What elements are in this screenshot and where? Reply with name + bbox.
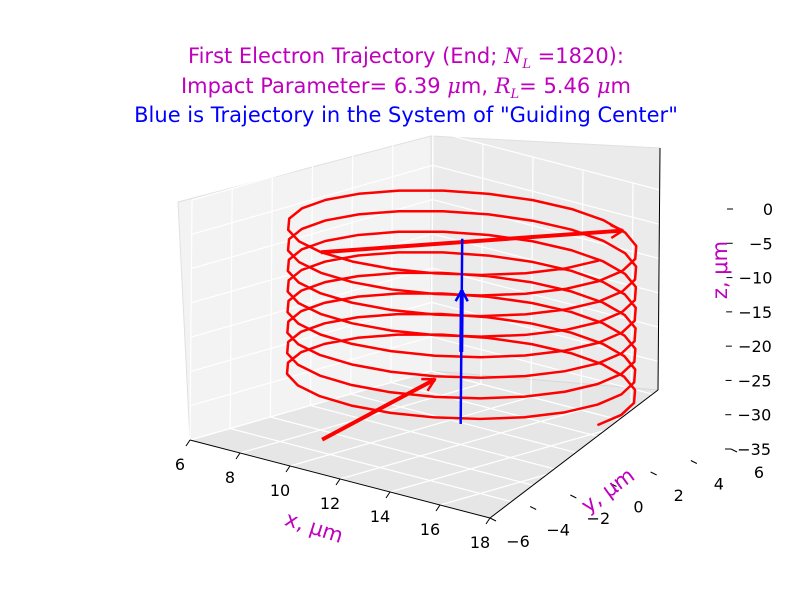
z-tick-label: −20: [738, 337, 772, 356]
z-tick-label: −5: [749, 234, 773, 253]
grid-line-z: [190, 233, 733, 313]
z-axis-line: [657, 147, 661, 391]
y-tick-label: −4: [546, 521, 570, 540]
end-direction-arrow-shaft: [320, 228, 623, 255]
y-tick-mark: [730, 448, 738, 453]
end-direction-arrow-head: [609, 223, 625, 240]
series-group: [285, 189, 638, 442]
start-direction-arrow-head: [421, 377, 437, 392]
grid-line-z: [191, 198, 733, 279]
guiding-center-arrow-shaft: [459, 290, 464, 352]
grid-line-z: [190, 267, 733, 347]
z-tick-label: −30: [738, 406, 772, 425]
x-tick-label: 8: [225, 468, 235, 487]
y-tick-label: −2: [587, 509, 611, 528]
x-tick-label: 16: [420, 520, 440, 539]
z-tick-label: −10: [739, 269, 773, 288]
y-ticks: −6 −4 −2 0 2 4 6: [489, 448, 764, 551]
x-tick-mark: [235, 452, 241, 460]
x-tick-label: 10: [270, 481, 290, 500]
grid-line-z: [191, 164, 733, 244]
y-tick-mark: [529, 506, 537, 510]
y-tick-mark: [650, 471, 657, 476]
start-direction-arrow-shaft: [321, 377, 436, 442]
y-tick-label: −6: [506, 532, 530, 551]
y-axis-line: [489, 389, 659, 519]
chart-title-line-1: First Electron Trajectory (End; NL =1820…: [188, 44, 624, 73]
x-tick-mark: [485, 517, 491, 525]
y-tick-label: 0: [633, 498, 643, 517]
x-tick-mark: [435, 504, 441, 512]
y-tick-mark: [690, 460, 698, 464]
chart-title-line-2: Impact Parameter= 6.39 μm, RL= 5.46 μm: [180, 74, 632, 103]
chart-title-line-3: Blue is Trajectory in the System of "Gui…: [134, 103, 678, 127]
z-tick-label: −35: [737, 440, 771, 459]
helix-trajectory-line: [285, 189, 638, 427]
x-tick-label: 12: [320, 494, 340, 513]
z-axis-label: z, μm: [708, 241, 732, 299]
x-tick-mark: [335, 478, 341, 486]
y-tick-label: 2: [674, 486, 684, 505]
guiding-center-arrow-head: [454, 288, 469, 302]
x-tick-label: 6: [175, 455, 185, 474]
x-ticks: 6 8 10 12 14 16 18: [175, 439, 491, 552]
x-tick-label: 18: [470, 533, 490, 552]
z-tick-label: −15: [738, 303, 772, 322]
x-tick-mark: [385, 491, 391, 499]
grid-line-z: [191, 130, 734, 210]
z-ticks: 0 −5 −10 −15 −20 −25 −30 −35: [725, 200, 773, 459]
x-tick-mark: [285, 465, 291, 473]
grid-line-z: [190, 301, 732, 382]
grid-line-z: [189, 370, 732, 450]
y-tick-label: 6: [754, 463, 764, 482]
x-tick-mark: [185, 439, 191, 447]
grid-line-z: [190, 336, 732, 416]
y-tick-mark: [610, 483, 617, 487]
z-tick-label: 0: [763, 200, 773, 219]
y-tick-label: 4: [714, 475, 724, 494]
z-tick-label: −25: [738, 371, 772, 390]
x-tick-label: 14: [370, 507, 390, 526]
y-tick-mark: [570, 494, 577, 499]
y-tick-mark: [489, 517, 497, 522]
